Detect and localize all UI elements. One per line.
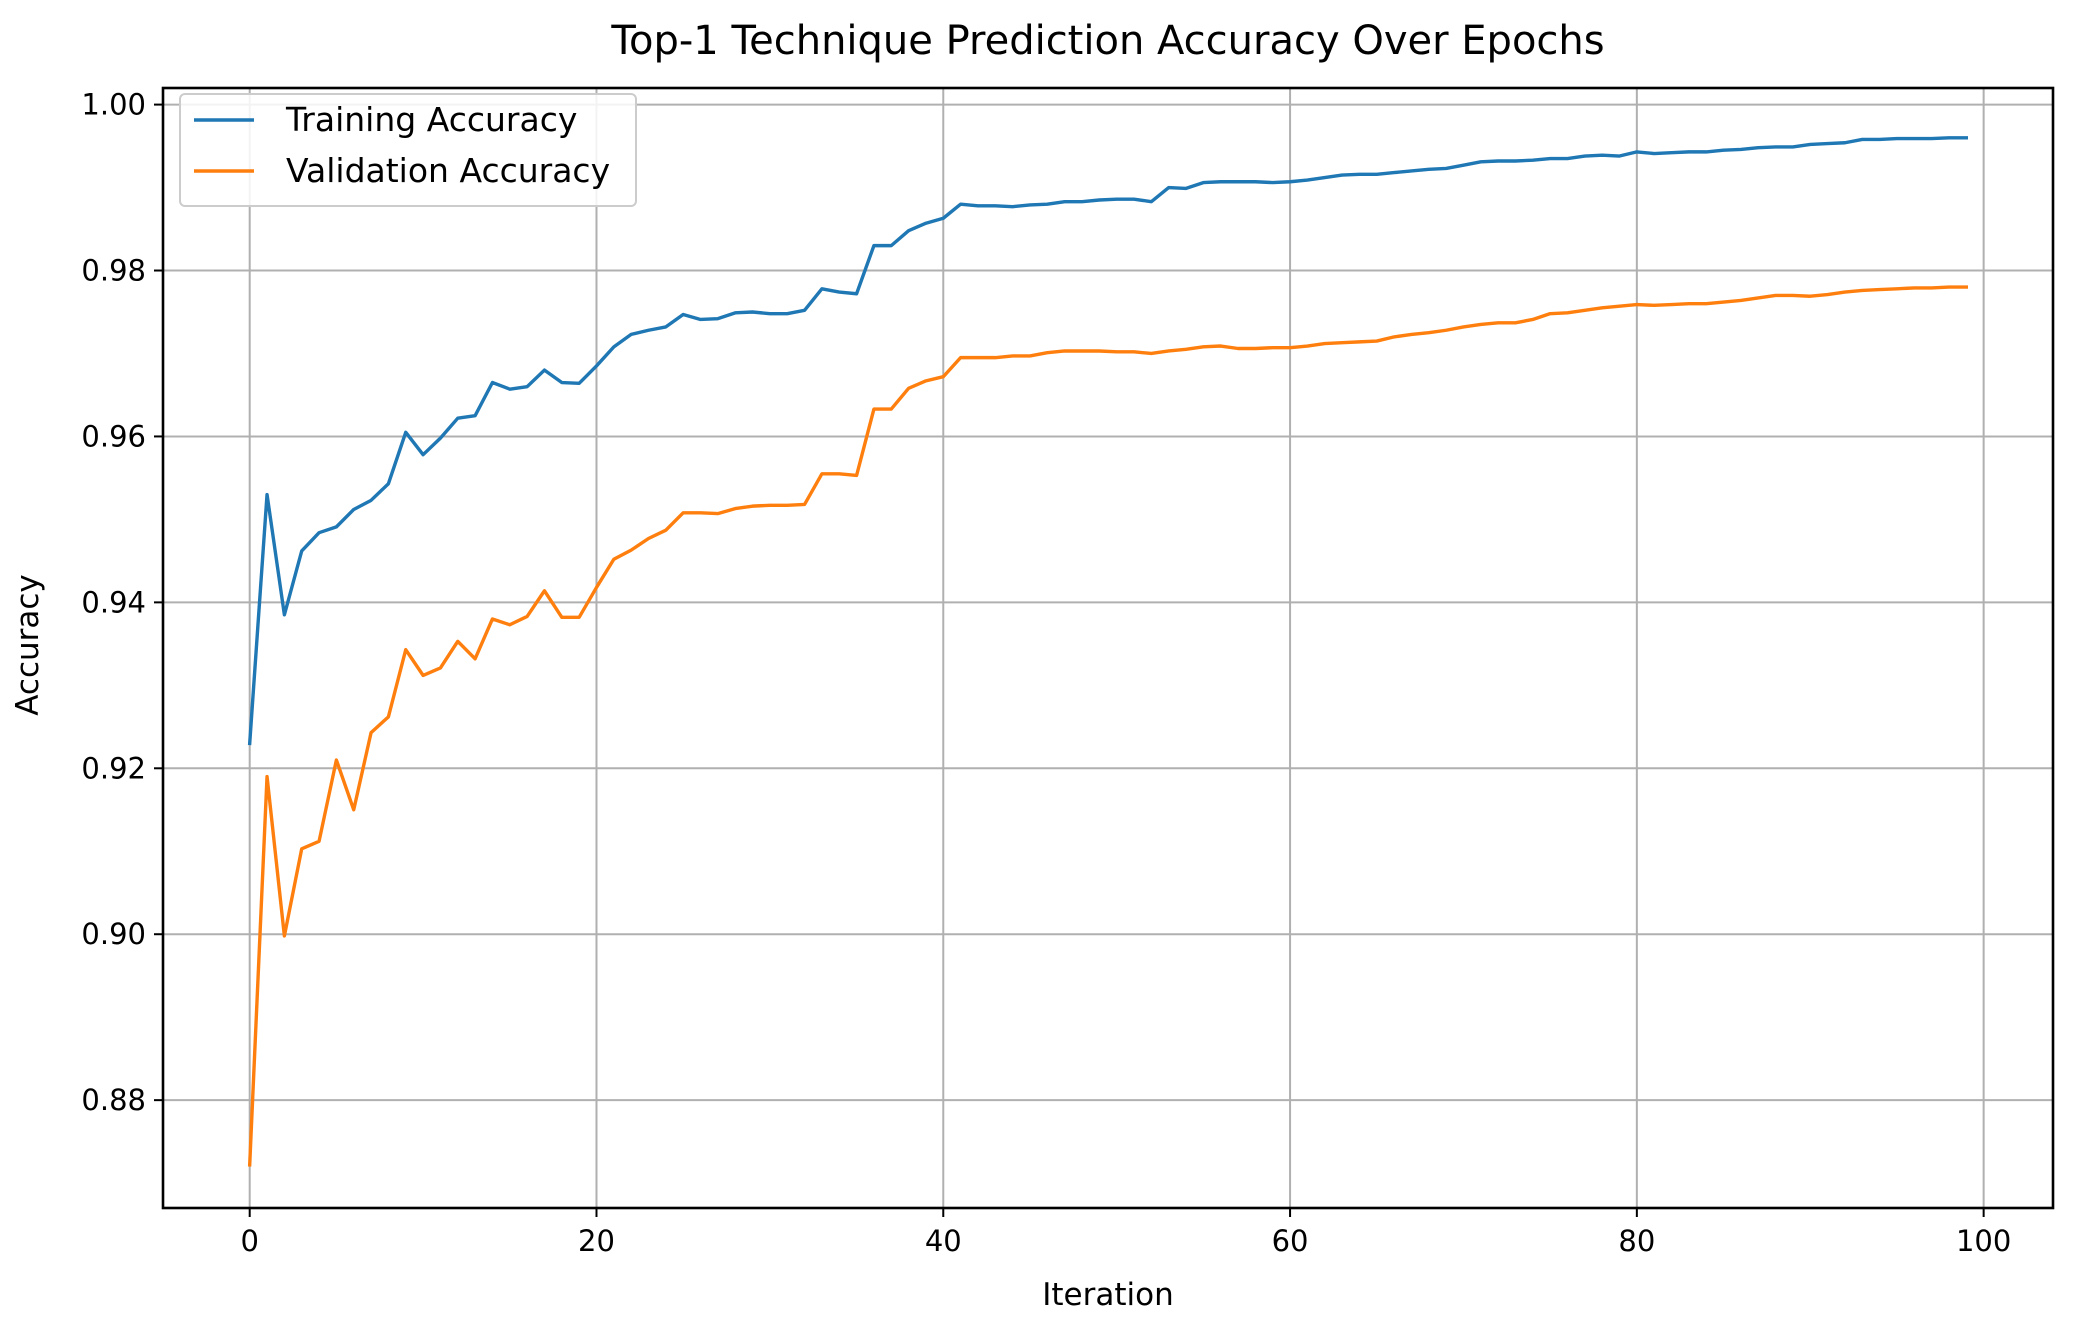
x-tick-label: 0	[240, 1224, 258, 1258]
x-axis-label: Iteration	[1042, 1277, 1174, 1313]
y-tick-label: 0.90	[81, 917, 146, 951]
legend-label-validation: Validation Accuracy	[286, 151, 610, 190]
x-axis-ticks: 0 20 40 60 80 100	[240, 1208, 2011, 1258]
y-tick-label: 0.94	[81, 585, 146, 619]
y-axis-ticks: 0.88 0.90 0.92 0.94 0.96 0.98 1.00	[81, 88, 163, 1117]
legend: Training Accuracy Validation Accuracy	[179, 93, 637, 207]
x-tick-label: 20	[578, 1224, 615, 1258]
legend-label-training: Training Accuracy	[285, 100, 577, 139]
x-tick-label: 80	[1618, 1224, 1655, 1258]
y-tick-label: 1.00	[81, 88, 146, 122]
x-tick-label: 60	[1272, 1224, 1309, 1258]
x-tick-label: 40	[925, 1224, 962, 1258]
y-axis-label: Accuracy	[10, 574, 46, 716]
y-tick-label: 0.92	[81, 751, 146, 785]
legend-box	[179, 93, 637, 207]
series-line-training	[247, 136, 1969, 746]
grid-lines	[163, 88, 2053, 1208]
plot-area-frame	[161, 86, 2055, 1210]
series-lines	[247, 136, 1969, 1167]
series-line-validation	[247, 285, 1969, 1167]
x-tick-label: 100	[1956, 1224, 2011, 1258]
y-tick-label: 0.98	[81, 254, 146, 288]
y-tick-label: 0.88	[81, 1083, 146, 1117]
y-tick-label: 0.96	[81, 419, 146, 453]
chart-title: Top-1 Technique Prediction Accuracy Over…	[610, 18, 1604, 64]
